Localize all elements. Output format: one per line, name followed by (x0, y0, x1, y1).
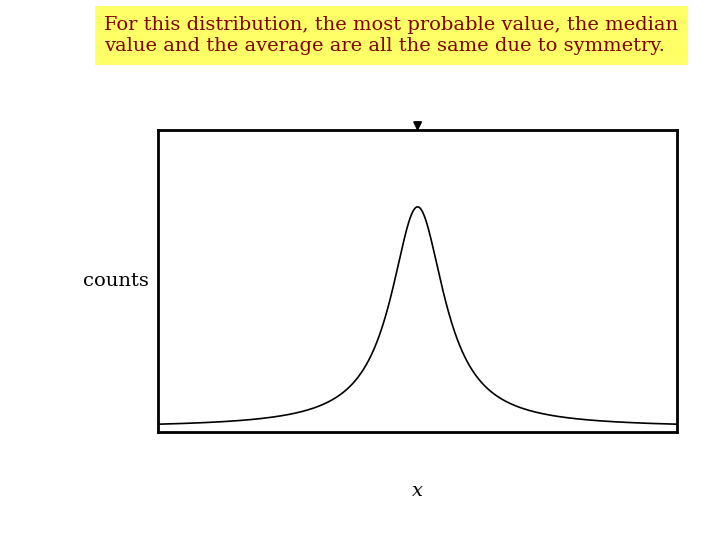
Text: counts: counts (83, 272, 148, 290)
Text: For this distribution, the most probable value, the median
value and the average: For this distribution, the most probable… (104, 16, 678, 55)
Text: x: x (412, 482, 423, 501)
